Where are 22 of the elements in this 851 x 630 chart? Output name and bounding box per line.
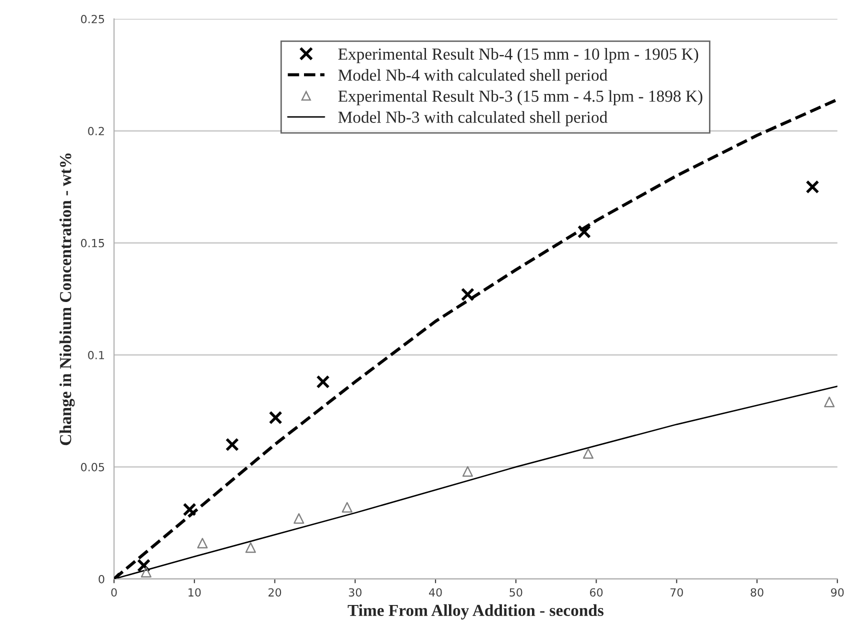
x-tick-label: 90 xyxy=(831,588,844,597)
y-tick-label: 0.2 xyxy=(88,126,104,136)
y-tick-label: 0.05 xyxy=(81,462,104,472)
legend-label: Experimental Result Nb-3 (15 mm - 4.5 lpm - 1898 K) xyxy=(338,90,702,106)
legend-label: Model Nb-3 with calculated shell period xyxy=(338,111,608,126)
x-axis-title: Time From Alloy Addition - seconds xyxy=(348,604,604,620)
y-axis-title: Change in Niobium Concentration - wt% xyxy=(59,153,75,446)
x-tick-label: 10 xyxy=(188,588,201,597)
y-tick-label: 0.1 xyxy=(88,350,104,360)
x-tick-label: 70 xyxy=(670,588,683,597)
x-tick-label: 50 xyxy=(510,588,522,597)
x-tick-label: 60 xyxy=(590,588,603,597)
y-tick-label: 0 xyxy=(98,574,104,584)
x-tick-label: 80 xyxy=(750,588,764,597)
legend-label: Experimental Result Nb-4 (15 mm - 10 lpm - 1905 K) xyxy=(338,48,698,64)
x-tick-label: 40 xyxy=(428,588,442,597)
legend-label: Model Nb-4 with calculated shell period xyxy=(338,69,608,84)
x-tick-label: 0 xyxy=(111,588,117,597)
x-tick-label: 30 xyxy=(348,588,362,597)
x-tick-label: 20 xyxy=(268,588,282,597)
y-tick-label: 0.25 xyxy=(81,14,104,24)
y-tick-label: 0.15 xyxy=(81,238,104,248)
